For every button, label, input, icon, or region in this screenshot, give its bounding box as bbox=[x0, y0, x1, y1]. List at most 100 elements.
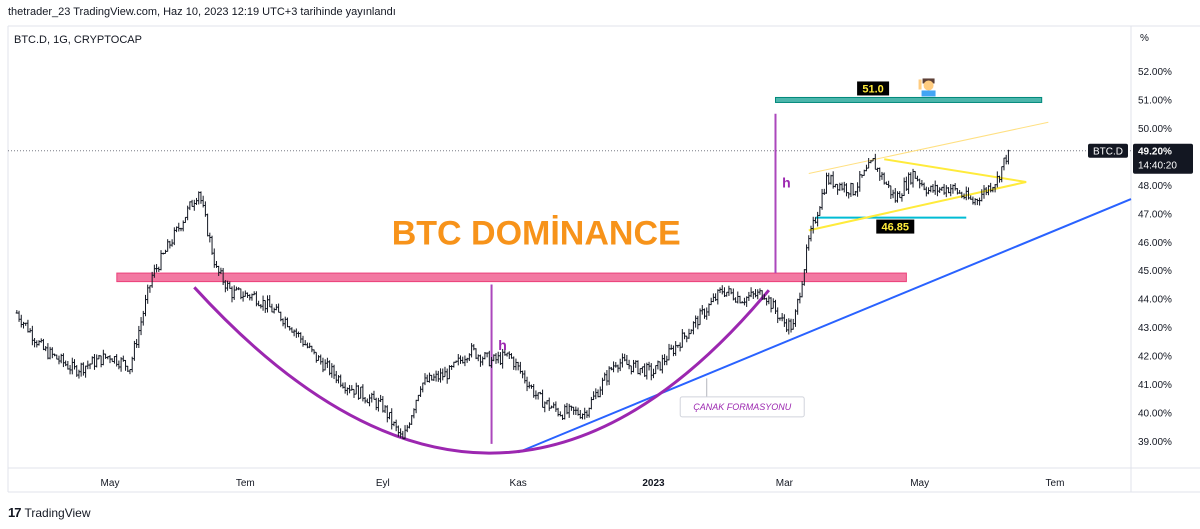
price-bar bbox=[430, 374, 433, 381]
price-bar bbox=[774, 299, 777, 315]
price-axis: 52.00%51.00%50.00%49.00%48.00%47.00%46.0… bbox=[1138, 67, 1172, 448]
price-bar bbox=[390, 408, 393, 430]
price-bar bbox=[605, 370, 609, 386]
price-bar bbox=[228, 281, 231, 289]
price-bar bbox=[574, 406, 578, 416]
price-bar bbox=[514, 358, 518, 371]
price-bar bbox=[942, 183, 946, 195]
price-bar bbox=[998, 175, 1001, 183]
price-bar bbox=[561, 414, 564, 420]
price-bar bbox=[885, 181, 888, 185]
price-bar bbox=[834, 183, 837, 188]
price-bar bbox=[619, 358, 622, 372]
x-tick-label: 2023 bbox=[642, 478, 665, 489]
price-bar bbox=[335, 370, 338, 384]
price-bar bbox=[601, 377, 604, 395]
x-tick-label: Mar bbox=[776, 478, 794, 489]
price-bar bbox=[818, 206, 822, 216]
price-bar bbox=[483, 351, 487, 360]
price-bar bbox=[956, 188, 959, 195]
price-bar bbox=[789, 318, 793, 333]
price-bar bbox=[783, 314, 786, 327]
price-bar bbox=[341, 382, 345, 389]
price-bar bbox=[865, 164, 868, 172]
price-bar bbox=[445, 368, 449, 384]
price-bar bbox=[976, 198, 979, 206]
price-bar bbox=[911, 168, 915, 188]
price-bar bbox=[53, 353, 56, 357]
price-bar bbox=[235, 286, 238, 291]
price-bar bbox=[17, 310, 21, 322]
tradingview-brand: TradingView bbox=[24, 505, 91, 520]
price-bar bbox=[399, 428, 402, 438]
price-bar bbox=[99, 355, 103, 368]
price-bar bbox=[412, 408, 416, 419]
price-bar bbox=[406, 424, 409, 433]
price-bar bbox=[292, 329, 296, 337]
price-bar bbox=[796, 298, 799, 315]
price-bar bbox=[374, 397, 378, 411]
price-bar bbox=[401, 430, 405, 440]
price-bar bbox=[661, 354, 664, 374]
price-bar bbox=[565, 402, 569, 415]
price-bar bbox=[727, 285, 731, 296]
price-bar bbox=[780, 312, 784, 322]
price-bar bbox=[656, 360, 660, 370]
price-bar bbox=[831, 171, 835, 189]
price-bar bbox=[277, 303, 280, 313]
price-bar bbox=[687, 328, 691, 339]
price-bar bbox=[550, 405, 553, 409]
price-bar bbox=[452, 361, 456, 368]
price-bar bbox=[805, 244, 808, 273]
price-bar bbox=[871, 157, 875, 162]
price-bar bbox=[113, 356, 116, 364]
price-bar bbox=[707, 303, 711, 316]
price-bar bbox=[576, 407, 580, 416]
price-bar bbox=[814, 217, 817, 224]
price-bar bbox=[703, 308, 706, 319]
price-bar bbox=[851, 183, 855, 196]
price-bar bbox=[798, 292, 802, 304]
price-bar bbox=[987, 185, 990, 196]
price-bar bbox=[709, 297, 713, 306]
price-bar bbox=[439, 368, 442, 383]
price-bar bbox=[552, 402, 555, 409]
price-bar bbox=[736, 291, 739, 304]
tradingview-logo-icon: 17 bbox=[8, 505, 22, 520]
price-bar bbox=[193, 199, 196, 211]
price-bar bbox=[432, 373, 436, 381]
price-bar bbox=[792, 318, 795, 330]
price-bar bbox=[410, 414, 413, 425]
price-bar bbox=[157, 266, 161, 272]
x-tick-label: May bbox=[910, 478, 929, 489]
price-bar bbox=[969, 195, 972, 200]
price-bar bbox=[621, 353, 624, 368]
price-bar bbox=[297, 331, 300, 338]
price-bar bbox=[860, 174, 864, 178]
price-bar bbox=[887, 180, 890, 189]
price-bar bbox=[803, 269, 806, 286]
price-bar bbox=[732, 288, 735, 301]
price-bar bbox=[900, 193, 904, 202]
price-bar bbox=[931, 184, 935, 193]
price-bar bbox=[150, 271, 154, 288]
price-bar bbox=[847, 192, 850, 199]
price-bar bbox=[754, 289, 757, 298]
tradingview-footer[interactable]: 17 TradingView bbox=[8, 505, 91, 520]
price-bar bbox=[647, 361, 651, 371]
price-bar bbox=[683, 332, 686, 340]
price-bar bbox=[503, 347, 507, 356]
y-tick-label: 39.00% bbox=[1138, 437, 1172, 448]
svg-text:BTC.D: BTC.D bbox=[1093, 147, 1123, 158]
price-bar bbox=[545, 400, 549, 405]
svg-text:49.20%: 49.20% bbox=[1138, 147, 1172, 158]
price-bar bbox=[392, 421, 396, 427]
y-tick-label: 46.00% bbox=[1138, 238, 1172, 249]
x-tick-label: Eyl bbox=[376, 478, 390, 489]
price-bar bbox=[248, 294, 251, 301]
price-bar bbox=[907, 172, 910, 194]
support-trendline bbox=[517, 198, 1132, 454]
price-bar bbox=[414, 399, 418, 414]
price-bar bbox=[33, 337, 36, 348]
